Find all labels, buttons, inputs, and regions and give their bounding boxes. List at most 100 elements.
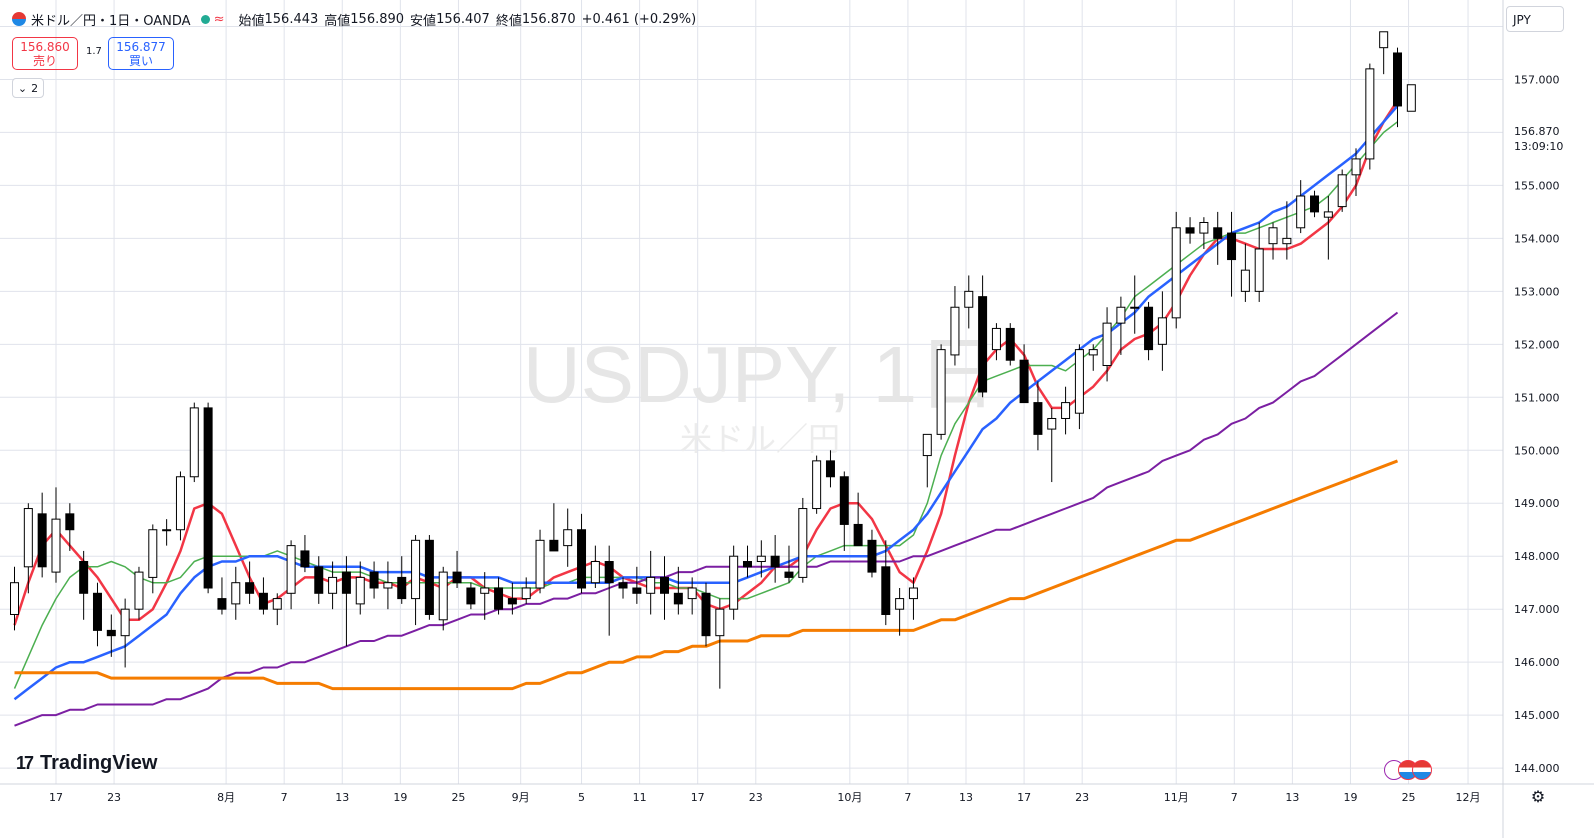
ma-line-ma20	[13, 105, 1399, 701]
x-tick-label: 23	[107, 791, 121, 804]
tradingview-logo-text: TradingView	[40, 752, 158, 774]
chart-header: 米ドル／円・1日・OANDA ≈ 始値 156.443 高値 156.890 安値 1…	[12, 9, 696, 29]
candle-up	[383, 582, 393, 589]
candle-up	[1157, 317, 1167, 345]
x-tick-label: 25	[451, 791, 465, 804]
last-price-countdown: 13:09:10	[1514, 140, 1563, 153]
candle-down	[217, 598, 227, 610]
x-tick-label: 7	[281, 791, 288, 804]
candle-down	[1144, 306, 1154, 351]
x-tick-label: 13	[959, 791, 973, 804]
y-tick-label: 146.000	[1514, 656, 1560, 669]
candle-down	[314, 566, 324, 594]
candle-down	[618, 582, 628, 589]
tradingview-logo[interactable]: 17 TradingView	[16, 752, 157, 775]
candle-up	[1199, 221, 1209, 234]
candle-down	[466, 587, 476, 605]
x-tick-label: 17	[1017, 791, 1031, 804]
candle-up	[1116, 306, 1126, 324]
close-label: 終値	[495, 13, 522, 29]
candle-down	[701, 592, 711, 637]
candle-up	[521, 587, 531, 600]
candle-down	[203, 407, 213, 589]
candle-up	[535, 539, 545, 589]
x-tick-label: 7	[1231, 791, 1238, 804]
candle-up	[1296, 195, 1306, 229]
buy-button[interactable]: 156.877 買い	[108, 37, 174, 70]
candle-up	[10, 582, 19, 615]
x-tick-label: 25	[1402, 791, 1416, 804]
candle-up	[729, 555, 739, 610]
chevron-down-icon: ⌄	[17, 81, 28, 95]
ma-line-ma200	[14, 459, 1399, 691]
x-tick-label: 9月	[512, 791, 530, 804]
candle-down	[452, 571, 462, 584]
candle-up	[798, 508, 808, 578]
x-tick-label: 19	[1343, 791, 1357, 804]
x-tick-label: 17	[691, 791, 705, 804]
candle-down	[660, 576, 670, 594]
x-tick-label: 8月	[217, 791, 235, 804]
sell-label: 売り	[32, 54, 57, 68]
y-tick-label: 154.000	[1514, 232, 1560, 245]
indicators-toggle-button[interactable]: ⌄ 2	[12, 78, 44, 98]
candle-down	[1213, 227, 1223, 239]
x-tick-label: 23	[1075, 791, 1089, 804]
candle-down	[1310, 195, 1320, 213]
candle-down	[341, 571, 351, 594]
candle-down	[65, 513, 75, 531]
spread-value: 1.7	[86, 46, 102, 57]
candle-down	[245, 582, 255, 594]
candlesticks	[10, 31, 1416, 689]
candle-up	[646, 576, 656, 594]
candle-down	[369, 571, 379, 589]
change-value: +0.461 (+0.29%)	[581, 11, 697, 27]
symbol-title[interactable]: 米ドル／円・1日・OANDA	[31, 13, 191, 29]
candle-up	[936, 349, 946, 435]
watermark-symbol: USDJPY, 1日	[523, 330, 997, 419]
candle-down	[853, 523, 863, 547]
candle-up	[895, 598, 905, 610]
candle-up	[480, 587, 490, 594]
usdjpy-flag-icon	[12, 12, 26, 26]
candle-down	[1227, 232, 1237, 261]
candle-up	[175, 476, 185, 531]
candle-down	[839, 476, 849, 525]
y-tick-label: 145.000	[1514, 709, 1560, 722]
sell-button[interactable]: 156.860 売り	[12, 37, 78, 70]
candle-up	[1240, 269, 1250, 292]
candle-up	[272, 598, 282, 610]
open-value: 156.443	[264, 11, 319, 27]
candle-up	[438, 571, 448, 621]
x-tick-label: 13	[1285, 791, 1299, 804]
candle-up	[1365, 68, 1375, 160]
candle-up	[1102, 322, 1112, 367]
x-tick-label: 10月	[837, 791, 862, 804]
candle-up	[1254, 248, 1264, 292]
candle-up	[812, 460, 822, 510]
open-label: 始値	[238, 13, 265, 29]
candle-up	[1047, 417, 1057, 430]
candle-down	[507, 598, 517, 605]
y-tick-label: 144.000	[1514, 762, 1560, 775]
economic-events[interactable]	[1384, 760, 1432, 780]
last-price-label: 156.870 13:09:10	[1505, 121, 1563, 153]
candle-down	[258, 592, 268, 610]
candle-down	[1185, 227, 1195, 234]
us-flag-icon[interactable]	[1412, 760, 1432, 780]
candle-down	[549, 539, 559, 552]
candle-up	[1323, 211, 1333, 218]
candle-down	[825, 460, 835, 478]
y-tick-label: 157.000	[1514, 73, 1560, 86]
currency-selector[interactable]: JPY	[1506, 6, 1564, 32]
candle-down	[1005, 327, 1015, 361]
settings-gear-icon[interactable]: ⚙	[1530, 787, 1546, 806]
candle-down	[397, 576, 407, 600]
close-value: 156.870	[521, 11, 576, 27]
candle-up	[1379, 31, 1389, 49]
candle-up	[563, 529, 573, 547]
y-tick-label: 152.000	[1514, 338, 1560, 351]
y-tick-label: 153.000	[1514, 285, 1560, 298]
candle-down	[92, 592, 102, 631]
